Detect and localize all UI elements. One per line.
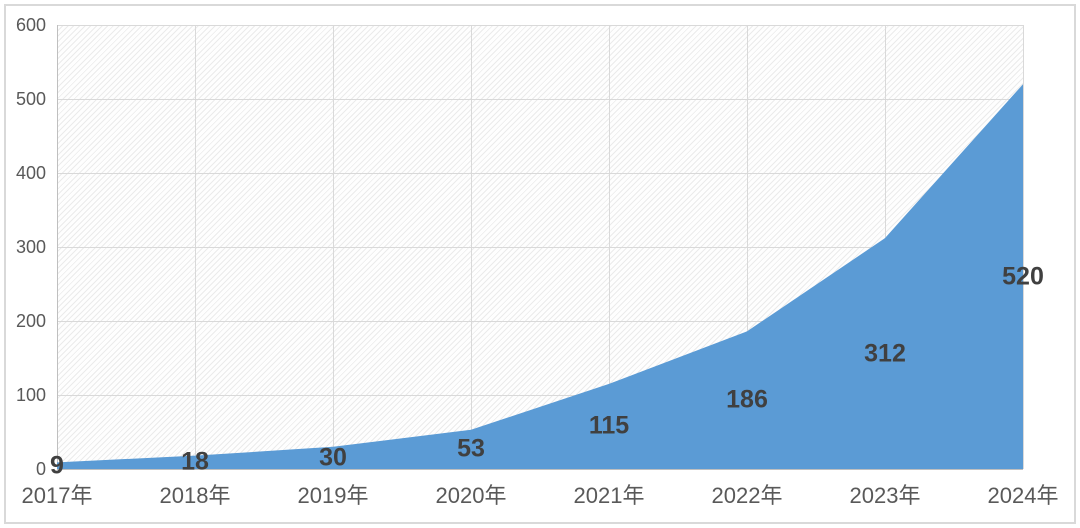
- horizontal-gridline: [57, 395, 1023, 396]
- data-label: 186: [726, 385, 768, 414]
- horizontal-gridline: [57, 321, 1023, 322]
- x-tick-label: 2017年: [21, 483, 93, 508]
- horizontal-gridline: [57, 99, 1023, 100]
- x-tick-label: 2024年: [987, 483, 1059, 508]
- vertical-gridline: [333, 25, 334, 469]
- y-tick-label: 400: [15, 163, 46, 183]
- vertical-gridline: [609, 25, 610, 469]
- x-tick-label: 2020年: [435, 483, 507, 508]
- vertical-gridline: [195, 25, 196, 469]
- y-tick-label: 100: [15, 385, 46, 405]
- data-label: 115: [588, 411, 630, 440]
- y-tick-label: 0: [35, 459, 46, 479]
- data-label: 9: [50, 451, 64, 480]
- y-tick-label: 300: [15, 237, 46, 257]
- data-label: 312: [864, 339, 906, 368]
- vertical-gridline: [1023, 25, 1024, 469]
- horizontal-gridline: [57, 25, 1023, 26]
- data-label: 520: [1002, 262, 1044, 291]
- x-tick-label: 2022年: [711, 483, 783, 508]
- x-tick-label: 2019年: [297, 483, 369, 508]
- x-tick-label: 2021年: [573, 483, 645, 508]
- x-tick-label: 2023年: [849, 483, 921, 508]
- vertical-gridline: [885, 25, 886, 469]
- data-label: 30: [319, 443, 347, 472]
- plot-area: [57, 25, 1024, 470]
- data-label: 53: [457, 434, 485, 463]
- x-axis-line: [57, 469, 1023, 470]
- y-tick-label: 600: [15, 15, 46, 35]
- vertical-gridline: [471, 25, 472, 469]
- x-tick-label: 2018年: [159, 483, 231, 508]
- horizontal-gridline: [57, 173, 1023, 174]
- data-label: 18: [181, 447, 209, 476]
- y-tick-label: 200: [15, 311, 46, 331]
- horizontal-gridline: [57, 247, 1023, 248]
- y-tick-label: 500: [15, 89, 46, 109]
- y-axis-line: [57, 25, 58, 469]
